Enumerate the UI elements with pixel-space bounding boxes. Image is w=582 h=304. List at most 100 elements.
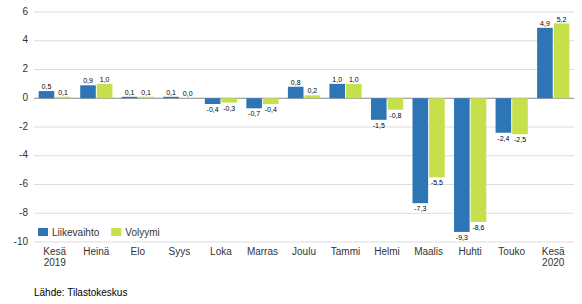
bar [80, 85, 96, 98]
x-tick-label-line: Marras [247, 246, 278, 257]
data-label: 0,2 [307, 87, 317, 94]
data-label: -7,3 [414, 205, 426, 212]
grid-line [34, 40, 574, 41]
data-label: -0,3 [223, 105, 235, 112]
x-tick-label: Touko [498, 246, 525, 257]
data-label: 0,1 [166, 89, 176, 96]
x-tick-label-line: Elo [131, 246, 146, 257]
x-tick-label-line: Huhti [458, 246, 481, 257]
data-label: 0,8 [291, 79, 301, 86]
legend-swatch [38, 228, 48, 236]
x-tick-label: Kesä2019 [43, 246, 66, 268]
bar [246, 98, 262, 108]
bar [537, 28, 553, 98]
x-tick-label-line: 2019 [44, 257, 67, 268]
legend: Liikevaihto Volyymi [38, 227, 160, 238]
bar [263, 98, 279, 104]
x-tick-label-line: Loka [210, 246, 232, 257]
x-tick-label: Heinä [83, 246, 110, 257]
bars [39, 24, 570, 232]
data-label: 1,0 [332, 76, 342, 83]
data-label: -5,5 [431, 179, 443, 186]
data-labels: 0,50,90,10,1-0,4-0,70,81,0-1,5-7,3-9,3-2… [42, 16, 567, 241]
x-tick-label: Maalis [414, 246, 443, 257]
bar [512, 98, 528, 134]
y-tick-label: 4 [22, 34, 28, 45]
bar [221, 98, 237, 102]
y-tick-label: -8 [19, 207, 28, 218]
bar [329, 84, 345, 98]
source-note: Lähde: Tilastokeskus [34, 287, 127, 298]
bar [122, 97, 138, 98]
x-tick-label-line: Kesä [43, 246, 66, 257]
y-tick-label: 0 [22, 92, 28, 103]
bar [454, 98, 470, 232]
data-label: 4,9 [540, 20, 550, 27]
x-tick-label-line: Touko [498, 246, 525, 257]
data-label: 1,0 [100, 76, 110, 83]
data-label: -2,5 [514, 136, 526, 143]
x-tick-label-line: Tammi [331, 246, 360, 257]
legend-label: Volyymi [125, 227, 159, 238]
zero-line [34, 98, 574, 99]
legend-item: Volyymi [111, 227, 159, 238]
data-label: 0,1 [125, 89, 135, 96]
data-label: 0,1 [58, 89, 68, 96]
grid-line [34, 127, 574, 128]
x-tick-label: Tammi [331, 246, 360, 257]
data-label: -8,6 [472, 224, 484, 231]
y-tick-label: -6 [19, 178, 28, 189]
y-tick-label: 2 [22, 63, 28, 74]
x-tick-label: Joulu [292, 246, 316, 257]
bar [554, 24, 570, 99]
data-label: -9,3 [456, 234, 468, 241]
legend-item: Liikevaihto [38, 227, 100, 238]
bar [371, 98, 387, 120]
x-tick-label-line: Kesä [542, 246, 565, 257]
data-label: -0,8 [389, 112, 401, 119]
bar [388, 98, 404, 110]
grid-line [34, 155, 574, 156]
x-tick-label-line: 2020 [542, 257, 565, 268]
grid-line [34, 213, 574, 214]
data-label: -2,4 [497, 135, 509, 142]
bar [39, 91, 55, 98]
grid [34, 12, 574, 242]
y-tick-label: -2 [19, 121, 28, 132]
data-label: 5,2 [557, 16, 567, 23]
bar [305, 95, 321, 98]
bar [471, 98, 487, 222]
x-tick-label-line: Helmi [374, 246, 400, 257]
y-tick-label: 6 [22, 6, 28, 17]
x-tick-label-line: Heinä [83, 246, 110, 257]
legend-label: Liikevaihto [52, 227, 100, 238]
y-tick-label: -4 [19, 149, 28, 160]
chart: -10-8-6-4-202460,50,90,10,1-0,4-0,70,81,… [0, 0, 582, 304]
x-tick-label-line: Joulu [292, 246, 316, 257]
bar [97, 84, 113, 98]
x-tick-label: Loka [210, 246, 232, 257]
bar [429, 98, 445, 177]
bar [346, 84, 362, 98]
grid-line [34, 12, 574, 13]
bar [138, 97, 154, 98]
bar [180, 98, 196, 99]
bar [413, 98, 429, 203]
x-tick-label-line: Syys [169, 246, 191, 257]
bar [55, 97, 71, 98]
bar [163, 97, 179, 98]
data-label: 0,0 [183, 90, 193, 97]
data-label: -1,5 [373, 122, 385, 129]
legend-swatch [111, 228, 121, 236]
data-label: 0,1 [141, 89, 151, 96]
x-tick-label-line: Maalis [414, 246, 443, 257]
x-tick-label: Syys [169, 246, 191, 257]
x-tick-label: Elo [131, 246, 146, 257]
data-label: -0,4 [207, 106, 219, 113]
bar [205, 98, 221, 104]
grid-line [34, 69, 574, 70]
x-tick-label: Helmi [374, 246, 400, 257]
bar [496, 98, 512, 133]
data-label: 0,9 [83, 77, 93, 84]
grid-line [34, 184, 574, 185]
